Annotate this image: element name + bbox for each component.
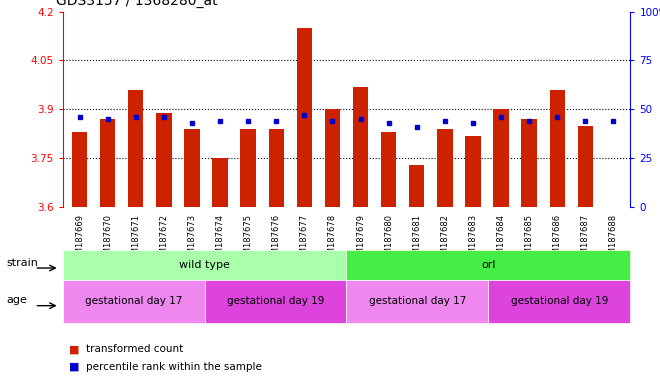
Text: gestational day 19: gestational day 19 <box>511 296 608 306</box>
Bar <box>63 250 346 280</box>
Bar <box>156 113 172 207</box>
Bar <box>493 109 509 207</box>
Bar <box>63 280 205 323</box>
Text: ■: ■ <box>69 362 80 372</box>
Bar <box>578 126 593 207</box>
Bar <box>521 119 537 207</box>
Bar <box>346 280 488 323</box>
Bar <box>488 280 630 323</box>
Bar <box>346 250 630 280</box>
Text: transformed count: transformed count <box>86 344 183 354</box>
Text: gestational day 17: gestational day 17 <box>369 296 466 306</box>
Bar <box>184 129 200 207</box>
Bar <box>128 90 143 207</box>
Text: gestational day 19: gestational day 19 <box>227 296 324 306</box>
Bar <box>100 119 116 207</box>
Bar <box>325 109 340 207</box>
Bar <box>240 129 256 207</box>
Bar <box>205 280 346 323</box>
Bar <box>437 129 453 207</box>
Bar <box>381 132 397 207</box>
Bar <box>213 159 228 207</box>
Text: wild type: wild type <box>179 260 230 270</box>
Bar <box>465 136 480 207</box>
Bar <box>409 165 424 207</box>
Text: strain: strain <box>7 258 38 268</box>
Text: gestational day 17: gestational day 17 <box>85 296 182 306</box>
Text: orl: orl <box>481 260 496 270</box>
Bar <box>72 132 87 207</box>
Bar <box>550 90 565 207</box>
Text: ■: ■ <box>69 344 80 354</box>
Bar <box>353 87 368 207</box>
Bar <box>296 28 312 207</box>
Text: GDS3157 / 1368280_at: GDS3157 / 1368280_at <box>56 0 218 8</box>
Text: age: age <box>7 295 28 305</box>
Text: percentile rank within the sample: percentile rank within the sample <box>86 362 261 372</box>
Bar <box>269 129 284 207</box>
